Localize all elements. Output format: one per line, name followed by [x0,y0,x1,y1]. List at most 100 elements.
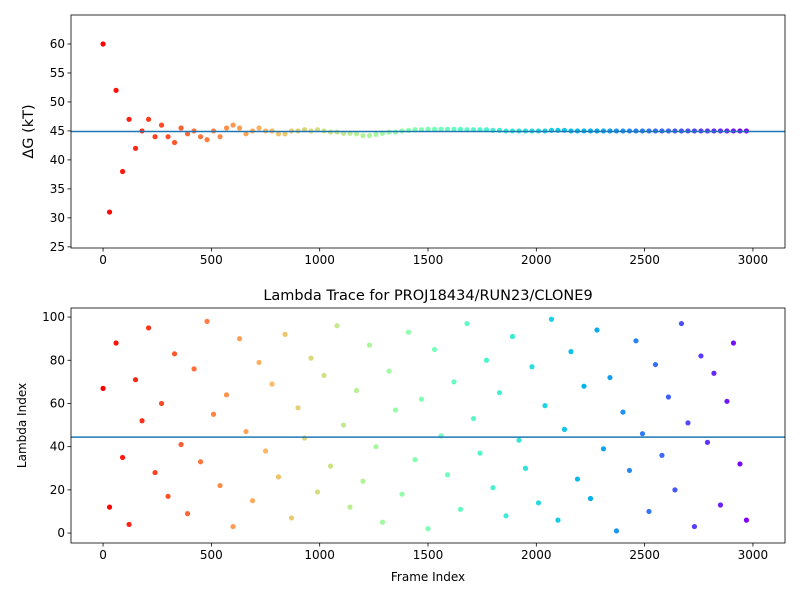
point [496,390,503,396]
point [529,364,535,370]
point [574,476,581,482]
point [184,511,191,517]
point [132,145,139,151]
point [633,338,639,344]
point [672,487,678,493]
point [594,327,600,333]
point [451,379,457,385]
point [288,515,295,521]
point [509,333,516,340]
point [438,126,444,132]
y-tick-label: 0 [57,526,65,540]
x-tick-label: 2000 [521,548,552,562]
point [360,478,366,484]
point [444,126,451,132]
y-tick-label: 20 [50,483,65,497]
point [691,523,698,530]
point [717,502,724,508]
point [451,126,457,132]
point [106,209,113,215]
point [145,116,152,122]
y-tick-label: 55 [50,66,65,80]
point [152,469,158,476]
point [353,387,360,394]
point [100,385,106,391]
point [236,125,243,131]
point [223,392,230,398]
point [126,521,132,528]
point [256,125,262,131]
y-tick-label: 40 [50,440,65,454]
point [457,126,464,132]
point [490,485,496,491]
point [106,504,113,510]
point [347,504,353,510]
point [301,435,308,441]
point [425,126,431,132]
point [412,457,418,463]
point [275,474,282,480]
point [262,448,269,454]
point [581,383,587,389]
point [516,437,522,443]
point [165,134,171,140]
y-axis-label: ΔG (kT) [21,104,37,158]
point [639,431,646,437]
point [119,454,126,461]
point [113,87,119,93]
point [425,526,431,532]
point [607,374,613,381]
x-tick-label: 1500 [413,548,444,562]
point [191,366,197,372]
point [373,131,379,137]
point [743,517,750,523]
x-tick-label: 0 [99,253,107,267]
point [327,463,334,469]
point [613,528,620,534]
x-tick-label: 3000 [738,253,769,267]
point [126,116,132,122]
point [197,459,204,465]
point [243,428,249,435]
y-tick-label: 45 [50,124,65,138]
x-tick-label: 1000 [304,548,335,562]
point [230,122,236,128]
point [568,349,574,355]
point [386,368,392,374]
point [113,340,119,346]
x-tick-label: 3000 [738,548,769,562]
x-tick-label: 1000 [304,253,335,267]
point [620,409,626,415]
point [256,359,262,366]
point [282,131,288,137]
point [204,137,210,143]
point [704,439,711,445]
point [295,405,301,411]
point [197,134,204,140]
point [236,336,243,342]
point [522,465,529,471]
point [548,316,555,322]
point [652,361,659,368]
point [158,400,165,407]
point [431,346,438,353]
point [165,493,171,499]
x-tick-label: 2500 [629,253,660,267]
y-tick-label: 60 [50,37,65,51]
point [308,355,314,361]
point [626,467,633,474]
point [145,325,152,331]
x-tick-label: 500 [200,253,223,267]
point [119,168,126,175]
axes-title: Lambda Trace for PROJ18434/RUN23/CLONE9 [263,288,592,304]
y-tick-label: 50 [50,95,65,109]
x-tick-label: 2000 [521,253,552,267]
point [340,422,347,428]
point [659,452,665,458]
point [132,377,139,383]
point [223,125,230,131]
point [366,132,373,139]
point [464,320,470,327]
